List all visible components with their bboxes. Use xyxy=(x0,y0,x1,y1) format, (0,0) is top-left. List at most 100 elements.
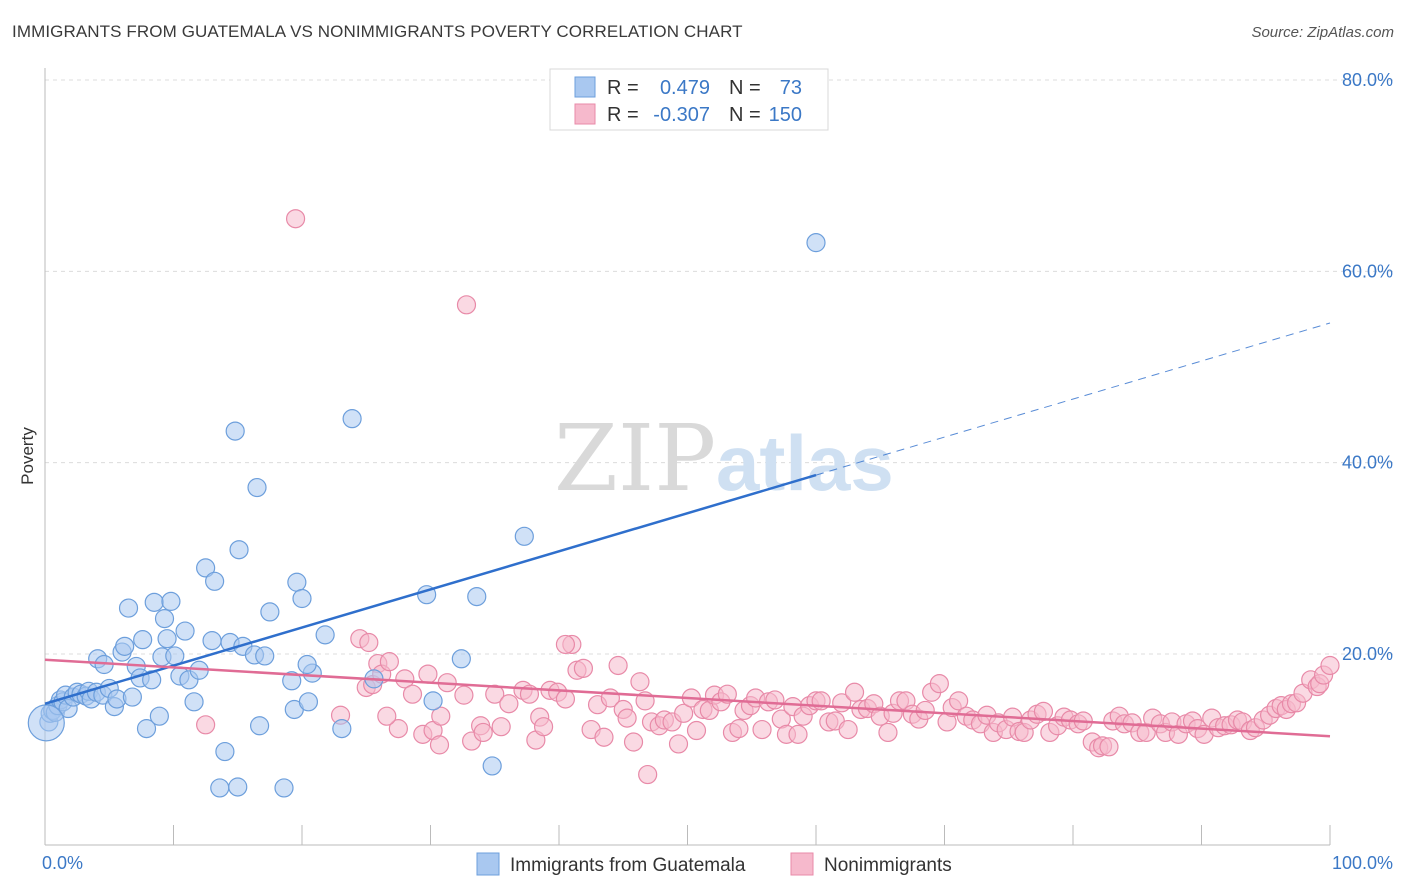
nonimmigrant-point xyxy=(456,295,477,315)
series-legend-swatch-blue xyxy=(476,852,500,876)
guatemala-point xyxy=(175,621,195,641)
nonimmigrant-point xyxy=(617,708,637,728)
legend-r-value-1: 0.479 xyxy=(660,77,710,99)
nonimmigrant-point xyxy=(765,690,785,710)
guatemala-point xyxy=(210,778,230,798)
nonimmigrant-point xyxy=(359,632,379,653)
guatemala-point xyxy=(249,716,270,736)
nonimmigrant-point xyxy=(686,720,707,741)
guatemala-point xyxy=(274,778,294,798)
guatemala-point xyxy=(27,704,65,742)
y-tick-label: 20.0% xyxy=(1342,644,1393,664)
guatemala-point xyxy=(315,625,335,645)
nonimmigrant-point xyxy=(788,724,808,744)
legend-r-label-1: R = xyxy=(607,77,639,99)
guatemala-point xyxy=(205,571,225,591)
nonimmigrants-points xyxy=(196,209,1340,785)
nonimmigrant-point xyxy=(608,655,628,676)
nonimmigrant-point xyxy=(717,684,737,704)
nonimmigrant-point xyxy=(196,715,216,735)
watermark-zip: ZIP xyxy=(554,405,716,512)
guatemala-point xyxy=(161,591,181,611)
guatemala-point xyxy=(806,233,826,253)
legend-r-value-2: -0.307 xyxy=(653,104,710,126)
nonimmigrant-point xyxy=(485,684,505,704)
trend-lines xyxy=(44,322,1331,738)
guatemala-point xyxy=(196,558,216,578)
nonimmigrant-point xyxy=(668,734,689,754)
nonimmigrant-point xyxy=(878,722,898,743)
nonimmigrant-point xyxy=(674,703,694,723)
guatemala-point xyxy=(451,649,471,669)
series-legend-label-guatemala: Immigrants from Guatemala xyxy=(510,855,746,876)
nonimmigrant-point xyxy=(429,735,450,755)
y-tick-label: 40.0% xyxy=(1342,453,1393,473)
legend-n-value-2: 150 xyxy=(769,104,802,126)
nonimmigrant-point xyxy=(929,674,949,694)
series-legend-label-nonimmigrants: Nonimmigrants xyxy=(824,855,952,876)
x-tick-label: 0.0% xyxy=(42,853,83,873)
chart-title: IMMIGRANTS FROM GUATEMALA VS NONIMMIGRAN… xyxy=(12,22,743,41)
guatemala-point xyxy=(282,671,302,691)
guatemala-point xyxy=(149,706,169,726)
x-tick-label: 100.0% xyxy=(1332,853,1393,873)
nonimmigrant-point xyxy=(752,719,772,740)
nonimmigrant-point xyxy=(388,719,408,739)
correlation-legend: R = 0.479 N = 73 R = -0.307 N = 150 xyxy=(549,68,829,131)
nonimmigrant-point xyxy=(418,664,438,684)
guatemala-point xyxy=(292,588,312,609)
guatemala-point xyxy=(229,540,249,560)
grid-lines xyxy=(45,79,1393,655)
guatemala-point xyxy=(115,636,135,656)
guatemala-point xyxy=(332,719,352,739)
nonimmigrant-point xyxy=(573,658,594,678)
guatemala-point xyxy=(342,409,362,429)
nonimmigrant-point xyxy=(377,706,397,726)
watermark-atlas: atlas xyxy=(716,419,894,507)
guatemala-point xyxy=(467,586,487,607)
series-legend: Immigrants from Guatemala Nonimmigrants xyxy=(476,852,952,876)
guatemala-point xyxy=(297,654,317,675)
guatemala-point xyxy=(144,592,164,612)
nonimmigrant-point xyxy=(499,694,519,714)
watermark: ZIP atlas xyxy=(554,405,894,512)
nonimmigrant-point xyxy=(555,689,576,709)
guatemala-trend-extension xyxy=(815,322,1331,476)
nonimmigrant-point xyxy=(1099,737,1119,757)
nonimmigrant-point xyxy=(949,691,969,711)
guatemala-point xyxy=(298,692,319,712)
y-tick-label: 80.0% xyxy=(1342,70,1393,90)
nonimmigrant-point xyxy=(379,652,399,672)
legend-r-label-2: R = xyxy=(607,104,639,126)
guatemala-point xyxy=(184,692,204,712)
nonimmigrant-point xyxy=(1320,655,1340,676)
axes xyxy=(44,68,1331,846)
nonimmigrant-point xyxy=(454,685,474,705)
guatemala-point xyxy=(202,631,222,651)
nonimmigrant-point xyxy=(285,209,306,229)
guatemala-point xyxy=(228,777,248,797)
guatemala-point xyxy=(514,526,534,546)
guatemala-point xyxy=(482,756,502,776)
guatemala-point xyxy=(225,421,245,441)
nonimmigrant-point xyxy=(844,682,865,702)
nonimmigrant-point xyxy=(915,700,935,721)
nonimmigrant-point xyxy=(395,669,415,689)
guatemala-point xyxy=(157,629,177,649)
nonimmigrant-point xyxy=(638,764,658,785)
legend-n-label-2: N = xyxy=(729,104,761,126)
guatemala-point xyxy=(423,691,443,711)
guatemala-point xyxy=(247,477,267,498)
legend-n-value-1: 73 xyxy=(780,77,802,99)
guatemala-point xyxy=(287,572,307,592)
nonimmigrant-point xyxy=(402,684,423,704)
guatemala-point xyxy=(118,598,139,618)
guatemala-trend-line xyxy=(44,473,817,705)
nonimmigrant-point xyxy=(491,717,511,737)
guatemala-point xyxy=(136,719,157,739)
guatemala-point xyxy=(260,602,280,622)
legend-swatch-pink xyxy=(574,103,596,125)
nonimmigrant-point xyxy=(431,706,451,726)
guatemala-point xyxy=(133,630,153,650)
